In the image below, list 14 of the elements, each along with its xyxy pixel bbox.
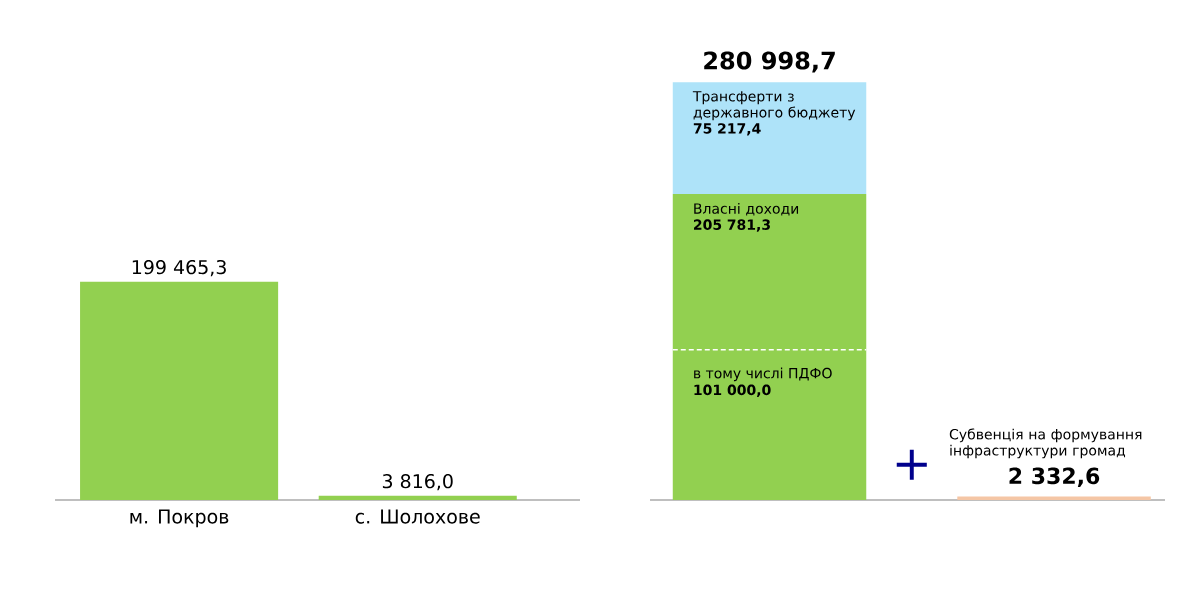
text: Субвенція на формування інфраструктури громад — [949, 428, 1142, 459]
data-label: 75 217,4 — [693, 123, 761, 136]
data-label: 205 781,3 — [694, 219, 770, 232]
total-label: 280 998,7 — [704, 51, 835, 73]
series-label: Власні доходи — [694, 203, 799, 216]
x-tick-label: м. Покров — [130, 509, 229, 528]
data-label: 3 816,0 — [382, 473, 453, 491]
data-label: 199 465,3 — [132, 259, 226, 277]
series-label: Трансферти з державного бюджету — [692, 91, 856, 121]
data-label: 2 332,6 — [1009, 467, 1100, 487]
ref-line-label: в тому числі ПДФО — [694, 367, 832, 382]
annotation: 101 000,0 — [694, 384, 771, 397]
x-tick-label: с. Шолохове — [355, 509, 480, 524]
annotation: + — [896, 449, 927, 480]
